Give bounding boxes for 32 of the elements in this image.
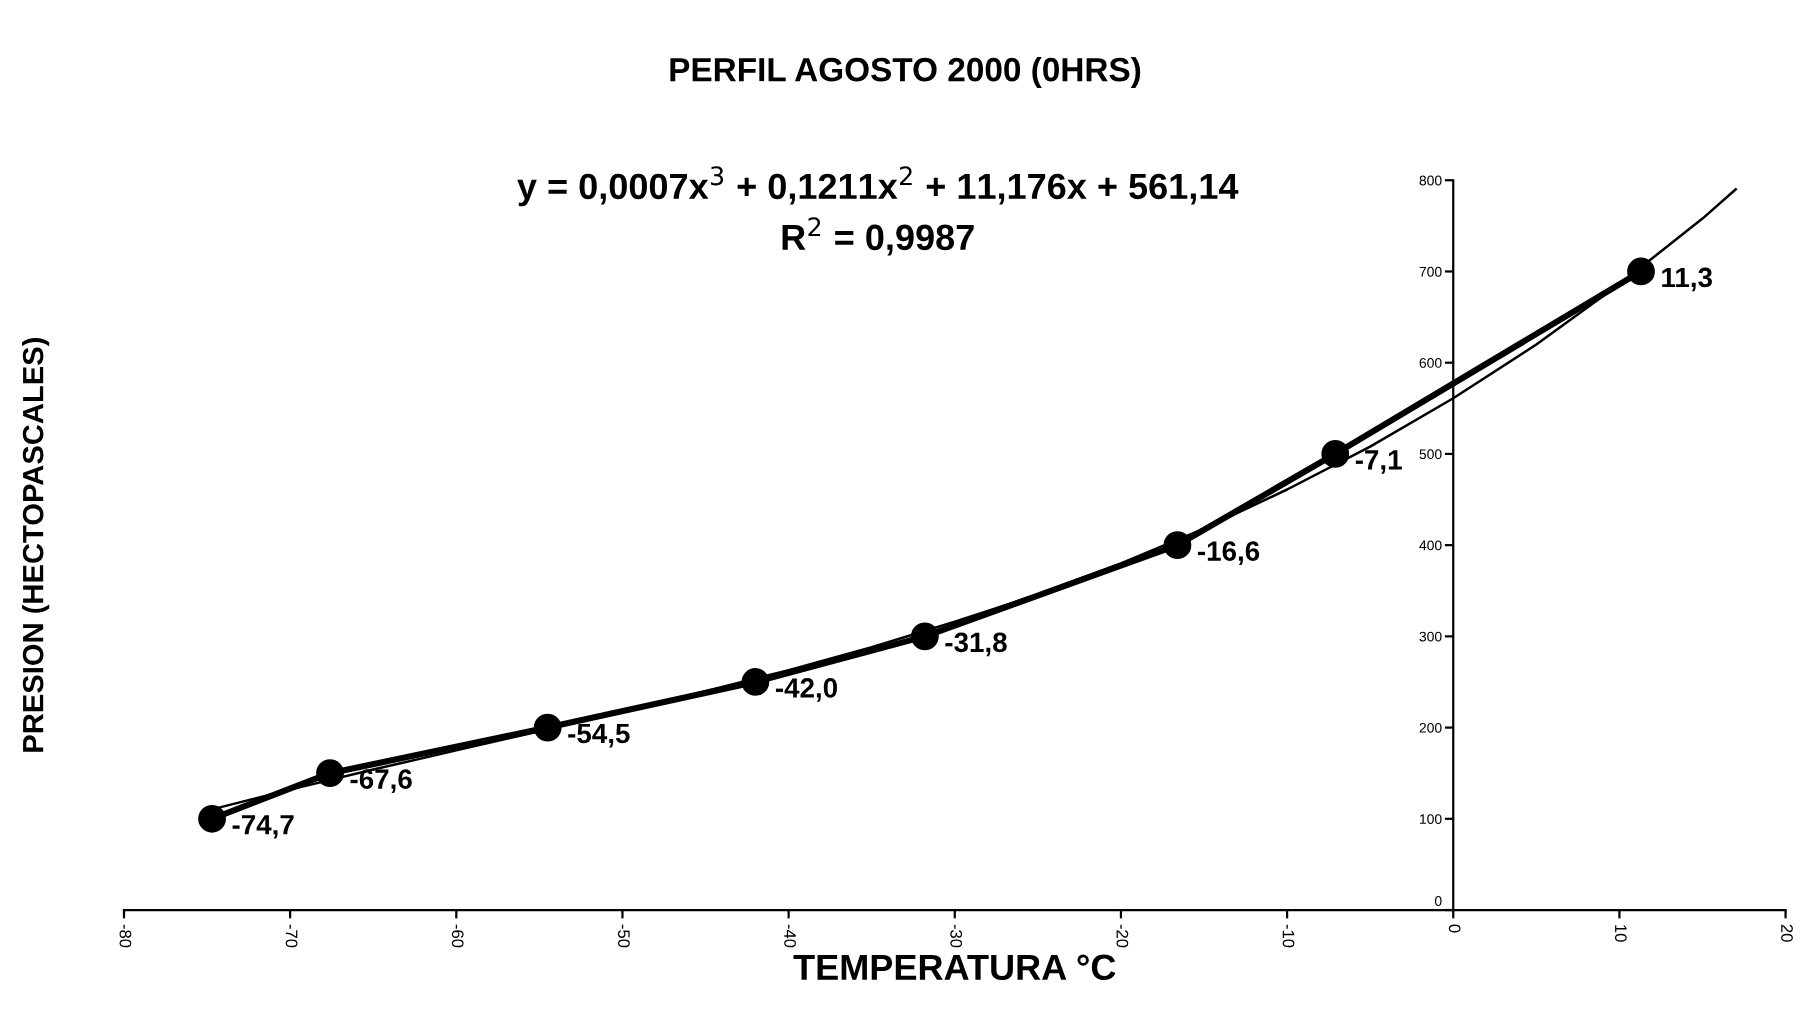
x-tick-label: 0 [1448, 924, 1461, 933]
y-axis-title: PRESION (HECTOPASCALES) [22, 338, 50, 752]
annotation: y = 0,0007x$^{3}$ + 0,1211x$^{2}$ + 11,176x + 561,14 [517, 166, 1239, 207]
annotation: -54,5 [568, 723, 630, 748]
point [910, 622, 939, 651]
annotation: -16,6 [1197, 541, 1260, 565]
x-tick-label: 20 [1781, 924, 1793, 942]
annotation: 11,3 [1662, 267, 1712, 292]
annotation: -31,8 [945, 632, 1007, 657]
x-tick-label: -80 [119, 924, 132, 948]
x-tick-label: -70 [285, 924, 298, 948]
annotation: -67,6 [350, 769, 412, 794]
chart-title: PERFIL AGOSTO 2000 (0HRS) [670, 56, 1141, 89]
x-tick-label: -20 [1116, 924, 1129, 948]
annotation: -42,0 [775, 678, 837, 702]
x-tick-label: -50 [617, 924, 630, 948]
point [316, 759, 344, 788]
x-tick-label: -10 [1282, 924, 1295, 948]
point [1321, 440, 1350, 468]
x-tick-label: -40 [784, 924, 796, 948]
x-axis-title: TEMPERATURA °C [793, 954, 1116, 981]
x-tick-label: -60 [451, 924, 464, 948]
point [1627, 257, 1655, 286]
point [741, 668, 770, 696]
point [198, 804, 226, 833]
point [533, 713, 562, 742]
point [1163, 531, 1192, 560]
x-tick-label: -30 [950, 924, 963, 948]
x-tick-label: 10 [1614, 925, 1627, 942]
annotation: -7,1 [1355, 450, 1402, 474]
annotation: -74,7 [232, 815, 294, 839]
annotation: R$^{2}$ = 0,9987 [782, 217, 974, 256]
